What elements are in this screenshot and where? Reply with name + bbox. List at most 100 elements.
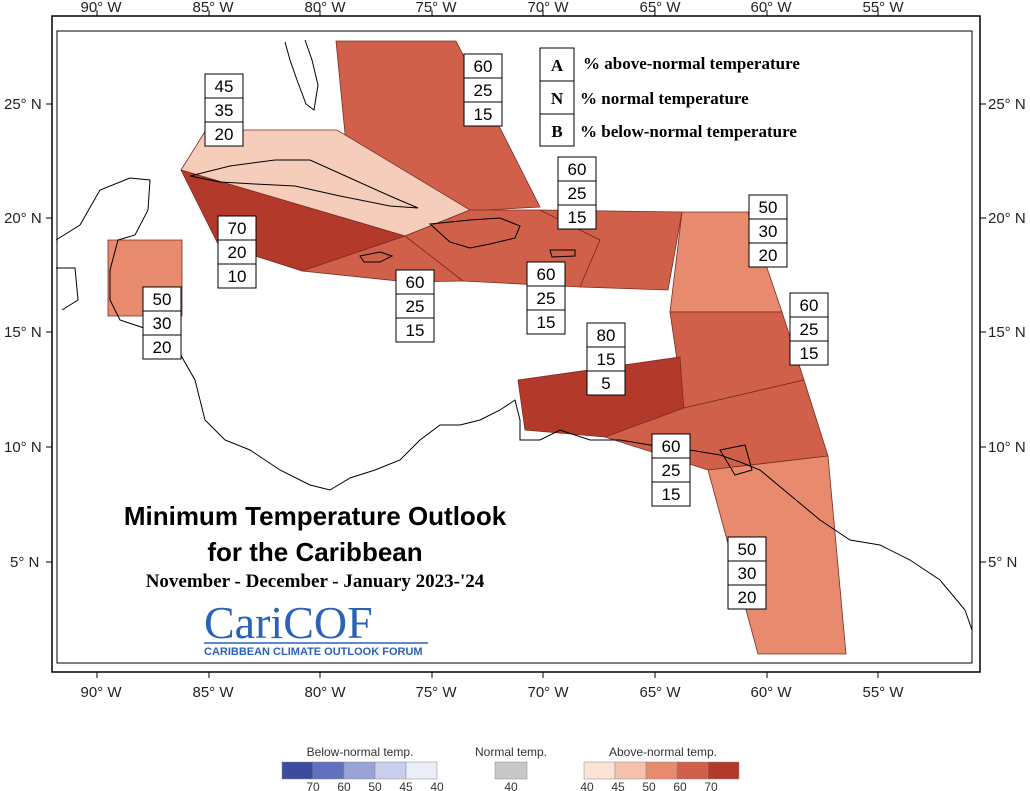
map-inner-frame [56, 30, 973, 664]
colorbar-label-below: Below-normal temp. [307, 745, 414, 759]
prob-above: 45 [215, 77, 234, 96]
prob-below: 20 [215, 125, 234, 144]
colorbar-tick-below-45: 45 [399, 780, 413, 791]
coastline-puerto-rico [549, 249, 576, 258]
prob-below: 10 [228, 267, 247, 286]
prob-box-bahamas: 60 25 15 [463, 53, 503, 127]
coastline-mexico [56, 267, 79, 311]
prob-above: 50 [153, 290, 172, 309]
colorbar-swatch-above-50 [645, 761, 678, 780]
prob-box-turks: 60 25 15 [557, 156, 597, 230]
prob-below: 5 [601, 374, 610, 393]
prob-below: 15 [406, 321, 425, 340]
prob-above: 60 [800, 296, 819, 315]
lon-label-bottom-90w: 90° W [80, 684, 122, 701]
colorbar-label-normal: Normal temp. [475, 745, 547, 759]
colorbar-swatch-above-40 [583, 761, 616, 780]
legend-letter-n: N [551, 89, 564, 108]
colorbar-swatch-normal-40 [494, 761, 528, 780]
prob-above: 60 [662, 437, 681, 456]
legend-letter-b: B [551, 122, 562, 141]
colorbar-swatch-above-60 [676, 761, 709, 780]
prob-normal: 25 [800, 320, 819, 339]
colorbar-tick-normal-40: 40 [504, 780, 518, 791]
bottom-longitude-ticks: 90° W 85° W 80° W 75° W 70° W 65° W 60° … [80, 672, 904, 701]
colorbar-tick-below-60: 60 [337, 780, 351, 791]
prob-normal: 30 [738, 564, 757, 583]
logo-tagline: CARIBBEAN CLIMATE OUTLOOK FORUM [204, 646, 423, 658]
colorbar-label-above: Above-normal temp. [609, 745, 717, 759]
lon-label-top-55w: 55° W [862, 0, 904, 16]
lon-label-bottom-70w: 70° W [527, 684, 569, 701]
legend-text-above: % above-normal temperature [583, 54, 800, 73]
prob-normal: 25 [568, 184, 587, 203]
probability-boxes: 60 25 15 45 35 20 70 20 10 50 30 20 [142, 53, 829, 610]
lat-label-left-15n: 15° N [4, 324, 42, 341]
colorbar-swatch-below-45 [374, 761, 407, 780]
latitude-ticks: 25° N 20° N 15° N 10° N 5° N 25° N 20° N… [4, 96, 1026, 571]
prob-normal: 30 [759, 222, 778, 241]
colorbar-tick-above-45: 45 [611, 780, 625, 791]
prob-above: 60 [474, 57, 493, 76]
coastline-jamaica [359, 251, 394, 263]
map-subtitle: November - December - January 2023-'24 [146, 571, 485, 592]
colorbar-tick-below-70: 70 [306, 780, 320, 791]
coastline-hispaniola [428, 217, 521, 249]
colorbar-swatch-below-40 [405, 761, 438, 780]
colorbar-below-swatches [281, 761, 438, 780]
prob-box-belize: 50 30 20 [142, 286, 182, 360]
lat-label-right-15n: 15° N [988, 324, 1026, 341]
prob-above: 60 [568, 160, 587, 179]
lon-label-top-75w: 75° W [415, 0, 457, 16]
lat-label-left-20n: 20° N [4, 210, 42, 227]
colorbar-swatch-above-70 [707, 761, 740, 780]
colorbar-swatch-below-60 [312, 761, 345, 780]
lon-label-bottom-85w: 85° W [192, 684, 234, 701]
lon-label-bottom-80w: 80° W [304, 684, 346, 701]
prob-below: 20 [738, 588, 757, 607]
coastline-florida [284, 39, 319, 111]
legend-text-normal: % normal temperature [580, 89, 749, 108]
prob-normal: 20 [228, 243, 247, 262]
colorbar-swatch-above-45 [614, 761, 647, 780]
prob-below: 20 [153, 338, 172, 357]
prob-above: 80 [597, 326, 616, 345]
colorbar-tick-above-70: 70 [704, 780, 718, 791]
lon-label-top-70w: 70° W [527, 0, 569, 16]
prob-normal: 25 [662, 461, 681, 480]
lat-label-left-5n: 5° N [10, 554, 39, 571]
coastlines [55, 39, 973, 631]
legend-letter-a: A [551, 56, 564, 75]
lon-label-bottom-60w: 60° W [750, 684, 792, 701]
lon-label-bottom-65w: 65° W [639, 684, 681, 701]
prob-below: 15 [474, 105, 493, 124]
logo-wordmark: CariCOF [204, 597, 373, 648]
lat-label-left-10n: 10° N [4, 439, 42, 456]
prob-box-windward: 60 25 15 [789, 292, 829, 366]
prob-below: 15 [800, 344, 819, 363]
lon-label-top-60w: 60° W [750, 0, 792, 16]
legend-key: A N B % above-normal temperature % norma… [539, 47, 800, 147]
prob-box-guianas: 50 30 20 [727, 536, 767, 610]
lat-label-right-25n: 25° N [988, 96, 1026, 113]
region-polygon-turks [539, 209, 683, 291]
lon-label-top-80w: 80° W [304, 0, 346, 16]
colorbar-swatch-below-70 [281, 761, 314, 780]
prob-above: 50 [759, 198, 778, 217]
map-title-line2: for the Caribbean [207, 537, 422, 567]
coastline-trinidad [719, 444, 753, 476]
prob-box-abc-islands: 80 15 5 [586, 322, 626, 396]
colorbar-tick-above-40: 40 [580, 780, 594, 791]
colorbar-tick-below-40: 40 [430, 780, 444, 791]
colorbar-tick-above-50: 50 [642, 780, 656, 791]
map-title: Minimum Temperature Outlook [124, 501, 507, 531]
lat-label-left-25n: 25° N [4, 96, 42, 113]
prob-normal: 25 [537, 289, 556, 308]
prob-above: 70 [228, 219, 247, 238]
coastline-mainland [55, 177, 973, 631]
lon-label-bottom-55w: 55° W [862, 684, 904, 701]
prob-box-hispaniola: 60 25 15 [526, 261, 566, 335]
colorbar-tick-above-60: 60 [673, 780, 687, 791]
region-polygon-bahamas [335, 40, 541, 212]
